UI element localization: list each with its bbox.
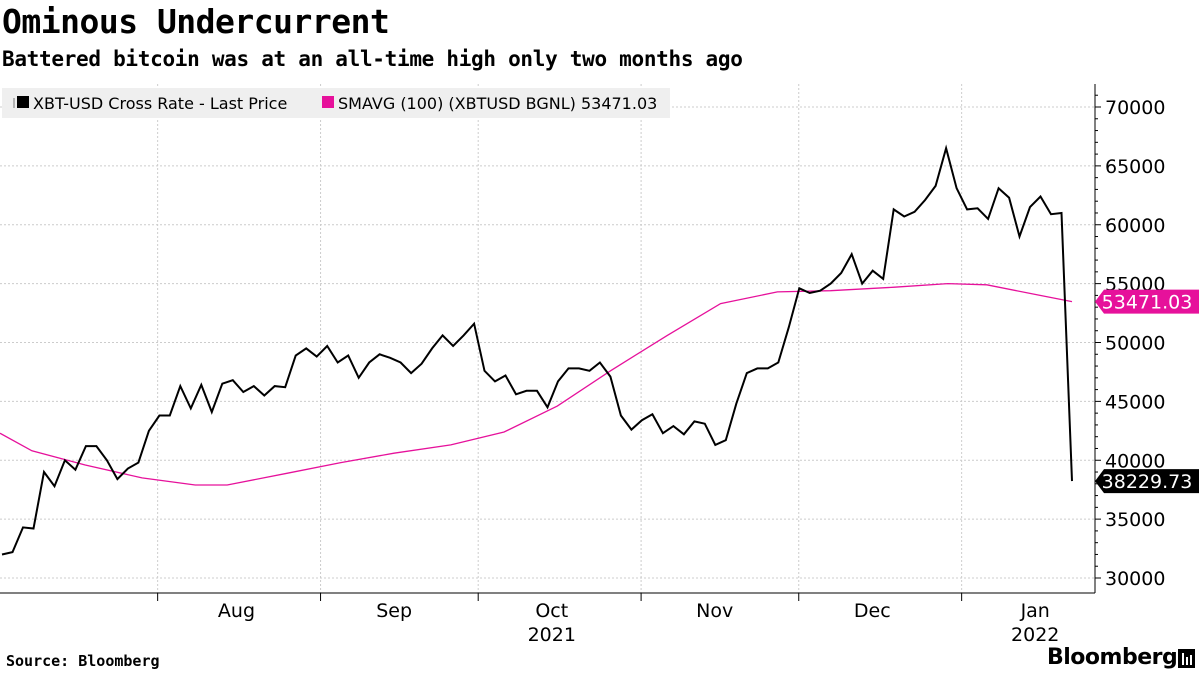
last-value-price-text: 38229.73 [1102, 471, 1193, 493]
series-line-sma [0, 282, 1073, 486]
chart-title: Ominous Undercurrent [2, 2, 390, 41]
x-year-label: 2022 [1011, 624, 1059, 646]
y-tick-label: 50000 [1105, 333, 1165, 355]
x-tick-label: Dec [854, 600, 891, 622]
last-value-price: 38229.73 [1095, 469, 1199, 494]
x-tick-label: Aug [218, 600, 255, 622]
series-line-price [1, 144, 1073, 556]
x-tick-label: Sep [376, 600, 412, 622]
source-note: Source: Bloomberg [6, 652, 160, 670]
last-value-sma-text: 53471.03 [1102, 292, 1193, 314]
y-tick-label: 45000 [1105, 391, 1165, 413]
bloomberg-logo: Bloomberg [1047, 645, 1178, 670]
bloomberg-terminal-icon [1178, 649, 1195, 668]
legend: XBT-USD Cross Rate - Last Price SMAVG (10… [2, 88, 670, 118]
legend-swatch-sma [322, 96, 334, 108]
y-tick-label: 60000 [1105, 215, 1165, 237]
y-tick-label: 70000 [1105, 97, 1165, 119]
x-tick-label: Oct [535, 600, 568, 622]
y-tick-label: 40000 [1105, 450, 1165, 472]
legend-box [2, 88, 670, 118]
legend-swatch-price [17, 96, 29, 108]
y-tick-label: 30000 [1105, 568, 1165, 590]
legend-label-sma: SMAVG (100) (XBTUSD BGNL) 53471.03 [338, 94, 657, 113]
legend-label-price: XBT-USD Cross Rate - Last Price [33, 94, 287, 113]
last-value-sma: 53471.03 [1095, 289, 1199, 314]
x-year-label: 2021 [528, 624, 576, 646]
x-tick-label: Nov [696, 600, 733, 622]
chart-subtitle: Battered bitcoin was at an all-time high… [2, 47, 743, 71]
y-tick-label: 35000 [1105, 509, 1165, 531]
y-tick-label: 65000 [1105, 156, 1165, 178]
x-tick-label: Jan [1020, 600, 1050, 622]
